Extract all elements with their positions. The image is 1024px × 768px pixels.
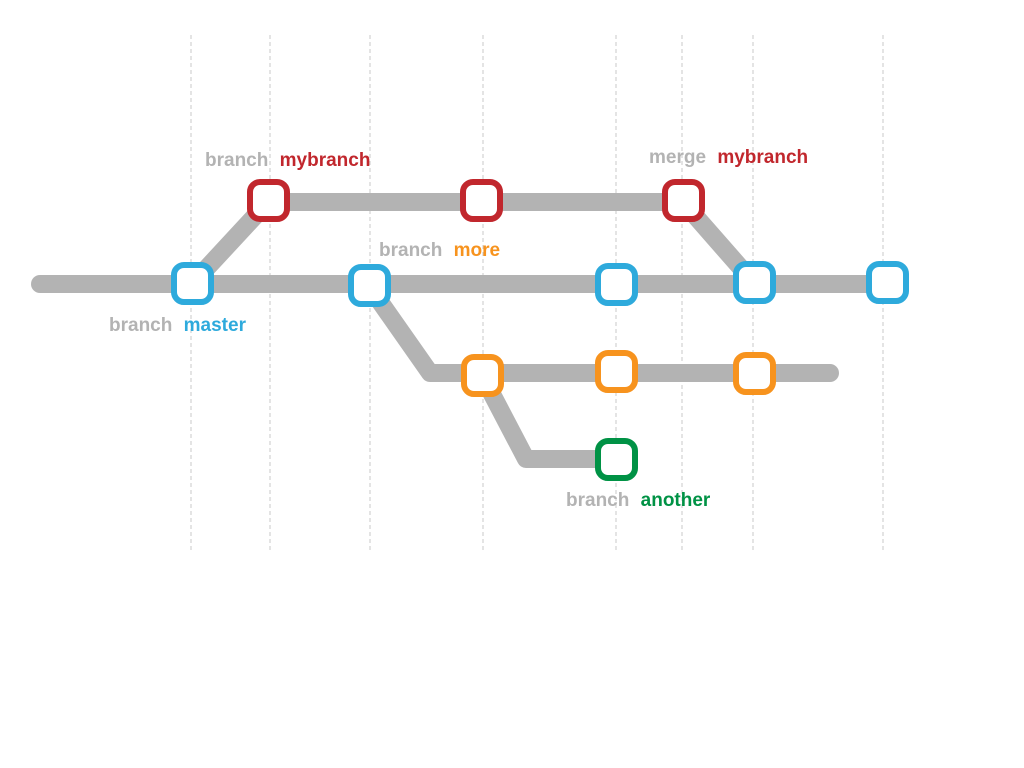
more-track [360,277,839,382]
label-merge-mybranch: merge mybranch [649,147,808,168]
mybranch-commits [247,179,705,222]
commit-node [171,262,214,305]
label-branch-mybranch: branch mybranch [205,150,370,171]
commit-node [595,263,638,306]
commit-node [866,261,909,304]
label-branch-name: master [184,315,247,336]
commit-node [662,179,705,222]
commit-node [461,354,504,397]
label-branch-more: branch more [379,240,500,261]
more-commits [461,350,776,397]
another-commits [595,438,638,481]
label-verb: branch [379,240,442,261]
commit-node [348,264,391,307]
label-branch-name: more [454,240,500,261]
commit-node [247,179,290,222]
label-branch-master: branch master [109,315,247,336]
label-verb: branch [566,490,629,511]
another-track [473,366,625,468]
commit-node [595,438,638,481]
commit-node [595,350,638,393]
label-verb: merge [649,147,706,168]
label-branch-name: another [641,490,711,511]
master-commits [171,261,909,307]
label-branch-name: mybranch [280,150,371,171]
commit-node [733,261,776,304]
label-verb: branch [205,150,268,171]
label-branch-name: mybranch [717,147,808,168]
commit-node [733,352,776,395]
commit-node [460,179,503,222]
label-branch-another: branch another [566,490,711,511]
label-verb: branch [109,315,172,336]
